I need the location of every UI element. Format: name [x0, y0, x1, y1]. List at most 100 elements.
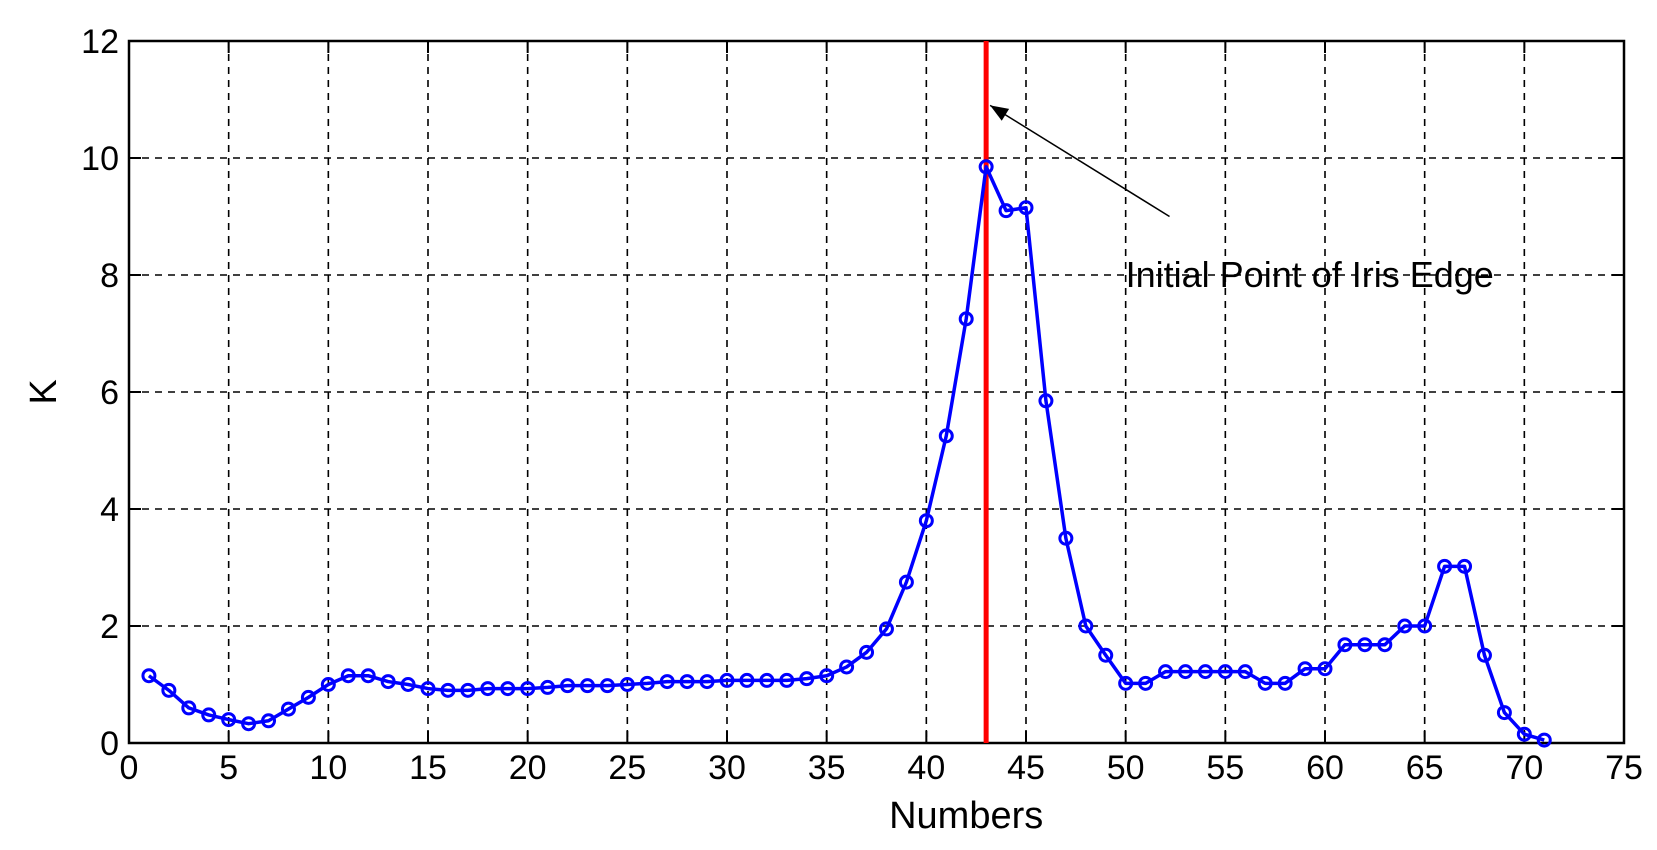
data-point: [1197, 664, 1213, 680]
data-point: [1018, 200, 1034, 216]
x-tick-label: 50: [1107, 749, 1145, 787]
data-point: [759, 672, 775, 688]
grid-lines: [129, 41, 1624, 743]
tick-labels: 0 5 10 15 20 25 30 35 40 45 50 55 60 65 70 75 0 2 4 6 8 10 12: [81, 23, 1643, 787]
annotation-label: Initial Point of Iris Edge: [1126, 254, 1494, 295]
data-point: [520, 681, 536, 697]
data-point: [540, 679, 556, 695]
data-point: [300, 689, 316, 705]
data-point: [261, 713, 277, 729]
y-tick-label: 4: [100, 491, 119, 529]
x-tick-label: 20: [509, 749, 547, 787]
data-point: [1138, 675, 1154, 691]
data-point: [579, 678, 595, 694]
y-axis-title: K: [23, 379, 65, 404]
data-point: [918, 513, 934, 529]
data-point: [599, 678, 615, 694]
data-point: [1237, 664, 1253, 680]
data-point: [1118, 675, 1134, 691]
data-point: [859, 644, 875, 660]
data-point: [400, 677, 416, 692]
data-point: [1098, 647, 1114, 663]
data-point: [201, 707, 217, 723]
series-line: [147, 165, 1545, 742]
data-point: [1277, 675, 1293, 691]
data-point: [938, 428, 954, 444]
data-point: [1078, 618, 1094, 634]
annotation-arrow-head: [990, 105, 1010, 121]
annotation: Initial Point of Iris Edge: [989, 104, 1494, 295]
data-point: [360, 668, 376, 684]
data-point: [898, 574, 914, 590]
data-point: [380, 674, 396, 690]
y-tick-label: 2: [100, 608, 119, 646]
data-point: [460, 682, 476, 698]
x-tick-label: 55: [1206, 749, 1244, 787]
x-tick-label: 5: [219, 749, 238, 787]
data-point: [619, 677, 635, 692]
data-point: [1516, 726, 1532, 742]
data-point: [1058, 530, 1074, 546]
data-point: [1158, 664, 1174, 680]
data-point: [221, 712, 237, 728]
data-point: [1437, 558, 1453, 574]
data-point: [659, 674, 675, 690]
data-point: [839, 659, 855, 675]
data-point: [878, 621, 894, 637]
annotation-arrow-line: [989, 104, 1170, 218]
data-point: [320, 677, 336, 692]
data-point: [1317, 661, 1333, 677]
data-point: [739, 672, 755, 688]
data-point: [1038, 393, 1054, 409]
x-tick-label: 60: [1306, 749, 1344, 787]
data-point: [998, 203, 1014, 219]
data-point: [420, 681, 436, 697]
y-tick-label: 6: [100, 374, 119, 412]
data-point: [1496, 705, 1512, 721]
data-point: [560, 678, 576, 694]
y-tick-label: 10: [81, 140, 119, 178]
data-point: [1377, 637, 1393, 653]
data-point: [500, 681, 516, 697]
data-point: [1457, 558, 1473, 574]
data-point: [779, 672, 795, 688]
x-tick-label: 40: [907, 749, 945, 787]
data-point: [480, 681, 496, 697]
x-tick-label: 75: [1605, 749, 1643, 787]
data-point: [241, 716, 257, 732]
data-point: [340, 668, 356, 684]
y-tick-label: 0: [100, 725, 119, 763]
data-point: [1357, 637, 1373, 653]
data-point: [639, 675, 655, 691]
x-tick-label: 70: [1505, 749, 1543, 787]
data-point: [978, 159, 994, 175]
data-point: [1476, 647, 1492, 663]
data-point: [799, 671, 815, 687]
data-point: [1417, 618, 1433, 634]
data-point: [679, 674, 695, 690]
data-point: [141, 668, 157, 684]
x-tick-label: 45: [1007, 749, 1045, 787]
data-point: [1397, 618, 1413, 634]
x-tick-label: 25: [608, 749, 646, 787]
y-tick-label: 12: [81, 23, 119, 61]
data-point: [1536, 732, 1552, 748]
data-point: [280, 701, 296, 717]
data-point: [1257, 675, 1273, 691]
x-tick-label: 35: [808, 749, 846, 787]
x-tick-label: 0: [120, 749, 139, 787]
x-tick-label: 10: [309, 749, 347, 787]
x-tick-label: 15: [409, 749, 447, 787]
data-point: [1297, 661, 1313, 677]
data-point: [819, 668, 835, 684]
data-point: [958, 311, 974, 327]
x-axis-title: Numbers: [889, 795, 1043, 837]
data-point: [719, 672, 735, 688]
data-series: [141, 159, 1552, 748]
data-point: [1177, 664, 1193, 680]
data-point: [440, 682, 456, 698]
data-point: [181, 700, 197, 716]
y-tick-label: 8: [100, 257, 119, 295]
data-point: [161, 682, 177, 698]
